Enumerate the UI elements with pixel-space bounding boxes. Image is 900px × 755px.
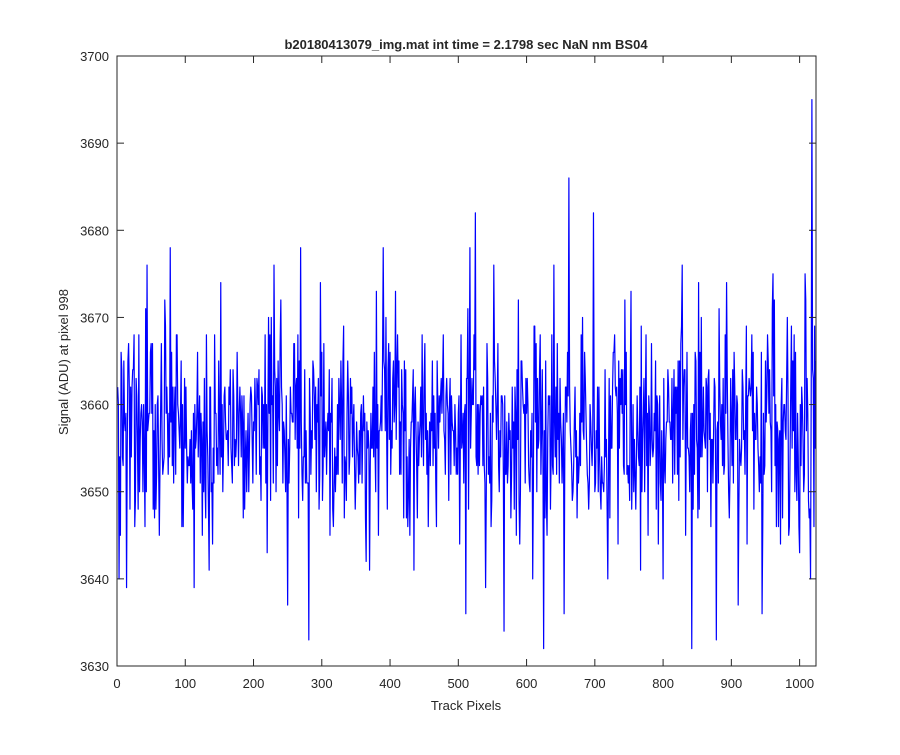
- x-tick-label: 300: [311, 676, 333, 691]
- x-tick-label: 700: [584, 676, 606, 691]
- chart-title: b20180413079_img.mat int time = 2.1798 s…: [284, 37, 648, 52]
- x-tick-label: 100: [174, 676, 196, 691]
- x-tick-label: 0: [113, 676, 120, 691]
- y-tick-label: 3660: [80, 398, 109, 413]
- y-tick-label: 3700: [80, 49, 109, 64]
- y-tick-label: 3630: [80, 659, 109, 674]
- x-tick-label: 600: [516, 676, 538, 691]
- y-tick-label: 3670: [80, 310, 109, 325]
- y-tick-label: 3680: [80, 223, 109, 238]
- y-tick-label: 3690: [80, 136, 109, 151]
- x-tick-label: 200: [243, 676, 265, 691]
- x-tick-label: 500: [447, 676, 469, 691]
- x-tick-label: 900: [721, 676, 743, 691]
- x-tick-label: 800: [652, 676, 674, 691]
- axes-box: [116, 55, 817, 667]
- plot-area: [117, 56, 816, 666]
- x-axis-label: Track Pixels: [431, 698, 502, 713]
- series-line: [117, 98, 816, 650]
- x-tick-label: 400: [379, 676, 401, 691]
- axes: 0 100 200 300 400 500 600 700 800 900 1000 3630 3640…: [80, 49, 817, 691]
- y-axis-label: Signal (ADU) at pixel 998: [56, 289, 71, 435]
- y-tick-label: 3650: [80, 485, 109, 500]
- y-tick-label: 3640: [80, 572, 109, 587]
- x-tick-label: 1000: [785, 676, 814, 691]
